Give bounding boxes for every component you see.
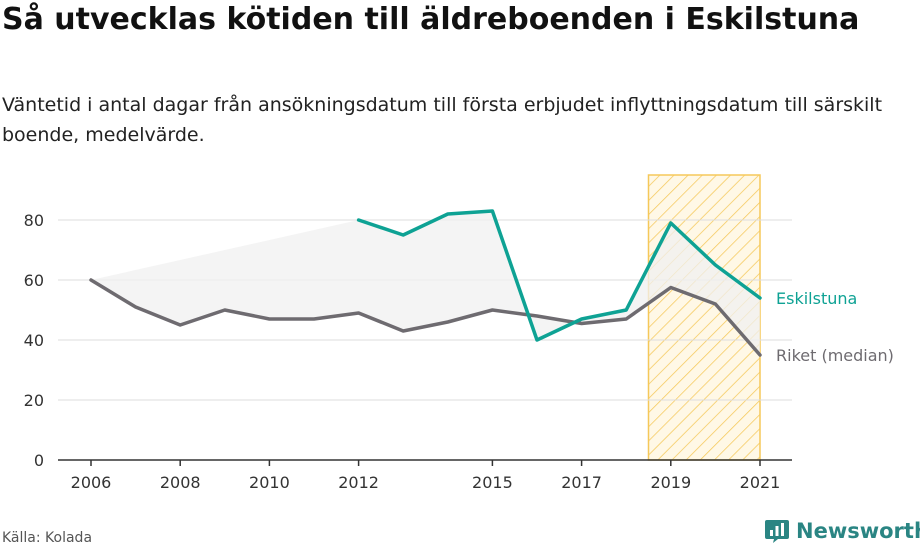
x-tick-label: 2015 xyxy=(472,473,513,492)
brand-name: Newsworthy xyxy=(796,519,920,543)
y-tick-label: 40 xyxy=(24,331,44,350)
chart-subtitle: Väntetid i antal dagar från ansökningsda… xyxy=(2,94,883,146)
brand-logo: Newsworthy xyxy=(764,518,920,544)
lines-layer xyxy=(89,209,762,357)
band-layer xyxy=(91,211,760,355)
x-tick-label: 2021 xyxy=(740,473,781,492)
y-tick-label: 20 xyxy=(24,391,44,410)
source-note: Källa: Kolada xyxy=(2,530,93,546)
chart-title: Så utvecklas kötiden till äldreboenden i… xyxy=(2,2,860,37)
series-line-eskilstuna xyxy=(356,209,762,342)
x-tick-label: 2006 xyxy=(71,473,112,492)
x-tick-label: 2019 xyxy=(650,473,691,492)
series-label-riket: Riket (median) xyxy=(776,346,894,365)
difference-band xyxy=(91,211,760,355)
x-tick-label: 2017 xyxy=(561,473,602,492)
series-line-riket xyxy=(89,278,762,357)
x-tick-label: 2012 xyxy=(338,473,379,492)
series-label-eskilstuna: Eskilstuna xyxy=(776,289,857,308)
y-tick-label: 80 xyxy=(24,211,44,230)
chart-bubble-icon xyxy=(765,520,789,543)
x-tick-label: 2010 xyxy=(249,473,290,492)
x-tick-label: 2008 xyxy=(160,473,201,492)
labels-layer: 0 20 40 60 80 2006 2008 2010 2012 2015 2017 2019 202… xyxy=(24,211,894,492)
y-tick-label: 0 xyxy=(34,451,44,470)
axis-layer xyxy=(58,459,792,466)
y-tick-label: 60 xyxy=(24,271,44,290)
